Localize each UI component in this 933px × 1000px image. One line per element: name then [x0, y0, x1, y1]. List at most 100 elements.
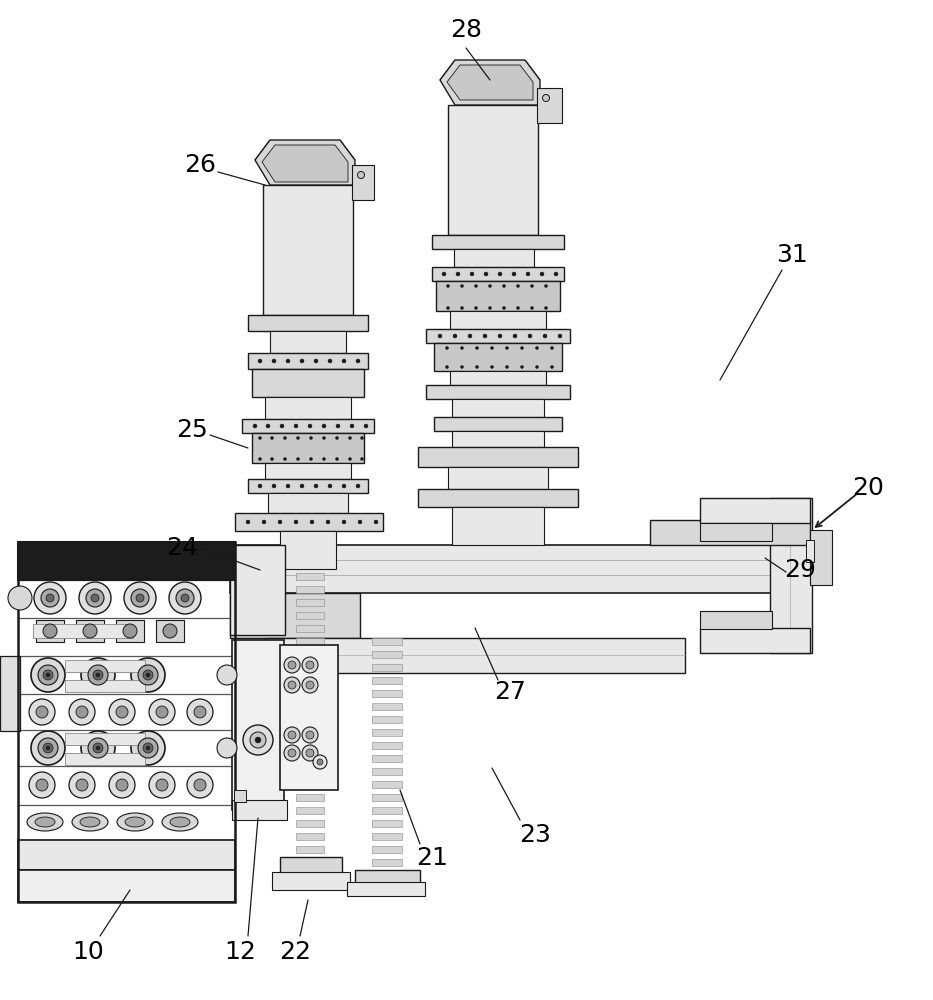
Bar: [372, 651, 402, 658]
Circle shape: [489, 284, 492, 288]
Text: 20: 20: [852, 476, 884, 500]
Circle shape: [513, 334, 517, 338]
Text: 21: 21: [416, 846, 448, 870]
Bar: [296, 586, 324, 593]
Bar: [372, 820, 402, 827]
Bar: [296, 833, 324, 840]
Bar: [235, 513, 383, 531]
Text: 31: 31: [776, 243, 808, 267]
Bar: [450, 311, 546, 329]
Bar: [418, 489, 578, 507]
Ellipse shape: [72, 813, 108, 831]
Ellipse shape: [170, 817, 190, 827]
Circle shape: [314, 484, 318, 488]
Circle shape: [447, 284, 450, 288]
Bar: [65, 733, 145, 745]
Bar: [242, 419, 374, 433]
Text: 24: 24: [166, 536, 198, 560]
Circle shape: [138, 738, 158, 758]
Bar: [296, 690, 324, 697]
Circle shape: [447, 306, 450, 310]
Circle shape: [146, 746, 150, 750]
Circle shape: [288, 749, 296, 757]
Bar: [452, 399, 544, 417]
Circle shape: [288, 661, 296, 669]
Circle shape: [468, 334, 472, 338]
Circle shape: [76, 706, 88, 718]
Circle shape: [81, 658, 115, 692]
Bar: [650, 520, 810, 545]
Bar: [296, 755, 324, 762]
Circle shape: [300, 484, 304, 488]
Circle shape: [156, 706, 168, 718]
Circle shape: [342, 484, 346, 488]
Circle shape: [96, 673, 100, 677]
Circle shape: [374, 520, 378, 524]
Bar: [296, 846, 324, 853]
Bar: [452, 431, 544, 447]
Bar: [296, 716, 324, 723]
Circle shape: [272, 484, 276, 488]
Circle shape: [306, 749, 314, 757]
Bar: [280, 857, 342, 882]
Circle shape: [323, 436, 326, 440]
Polygon shape: [262, 145, 348, 182]
Circle shape: [360, 458, 364, 460]
Circle shape: [294, 424, 298, 428]
Circle shape: [116, 779, 128, 791]
Bar: [700, 628, 810, 653]
Bar: [272, 872, 350, 890]
Bar: [372, 846, 402, 853]
Bar: [296, 781, 324, 788]
Bar: [76, 620, 104, 642]
Circle shape: [364, 424, 368, 428]
Circle shape: [357, 172, 365, 178]
Circle shape: [554, 272, 558, 276]
Bar: [448, 467, 548, 489]
Bar: [18, 542, 235, 902]
Circle shape: [163, 624, 177, 638]
Bar: [65, 660, 145, 672]
Bar: [296, 768, 324, 775]
Text: 29: 29: [784, 558, 816, 582]
Bar: [454, 249, 534, 267]
Bar: [418, 447, 578, 467]
Circle shape: [461, 306, 464, 310]
Circle shape: [483, 334, 487, 338]
Text: 28: 28: [450, 18, 482, 42]
Circle shape: [536, 347, 538, 350]
Bar: [280, 645, 338, 790]
Bar: [450, 371, 546, 385]
Circle shape: [96, 746, 100, 750]
Bar: [296, 612, 324, 619]
Bar: [296, 664, 324, 671]
Bar: [434, 343, 562, 371]
Circle shape: [475, 284, 478, 288]
Circle shape: [29, 699, 55, 725]
Circle shape: [88, 665, 108, 685]
Circle shape: [302, 727, 318, 743]
Bar: [265, 638, 685, 673]
Bar: [372, 768, 402, 775]
Circle shape: [149, 772, 175, 798]
Bar: [296, 599, 324, 606]
Circle shape: [323, 458, 326, 460]
Bar: [700, 498, 810, 523]
Circle shape: [306, 661, 314, 669]
Bar: [296, 794, 324, 801]
Circle shape: [456, 272, 460, 276]
Bar: [33, 624, 133, 638]
Bar: [234, 790, 246, 802]
Circle shape: [123, 624, 137, 638]
Circle shape: [280, 424, 284, 428]
Bar: [0, 656, 20, 731]
Circle shape: [445, 347, 449, 350]
Circle shape: [176, 589, 194, 607]
Circle shape: [306, 681, 314, 689]
Circle shape: [288, 681, 296, 689]
Circle shape: [498, 272, 502, 276]
Polygon shape: [447, 65, 533, 100]
Bar: [263, 185, 353, 315]
Circle shape: [503, 306, 506, 310]
Bar: [296, 807, 324, 814]
